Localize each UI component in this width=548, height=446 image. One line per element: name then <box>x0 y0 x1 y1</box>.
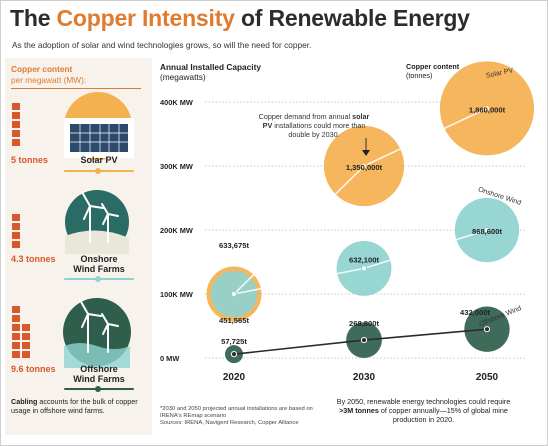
copper-brick <box>12 103 20 110</box>
copper-data-label: 868,600t <box>472 227 502 236</box>
y-tick-label: 100K MW <box>160 290 193 299</box>
chart-heading: Annual Installed Capacity (megawatts) <box>160 62 261 82</box>
copper-brick <box>12 306 20 313</box>
solar-panel-illustration <box>64 92 134 160</box>
copper-brick <box>12 121 20 128</box>
x-tick-label: 2050 <box>476 372 499 383</box>
copper-brick <box>22 324 30 331</box>
projection-footnote: *2030 and 2050 projected annual installa… <box>160 406 313 426</box>
x-tick-label: 2030 <box>353 372 376 383</box>
series-point-0 <box>483 105 491 112</box>
cabling-note: Cabling accounts for the bulk of copper … <box>11 397 138 415</box>
series-point-1 <box>360 265 368 272</box>
offshore-waves <box>64 343 130 368</box>
solar-copper-amount: 5 tonnes <box>11 155 49 165</box>
series-point-0 <box>360 162 368 170</box>
copper-brick <box>22 333 30 340</box>
solar-label: Solar PV <box>80 155 118 165</box>
series-point-2 <box>483 326 491 333</box>
onshore-hill <box>65 230 129 254</box>
copper-brick <box>12 342 20 349</box>
onshore-wind-illustration <box>65 190 129 254</box>
copper-data-label: 432,000t <box>460 308 490 317</box>
copper-data-label: 632,100t <box>349 255 379 264</box>
title-accent: Copper Intensity <box>56 5 235 31</box>
copper-brick <box>12 232 20 239</box>
copper-content-heading: Copper content per megawatt (MW): <box>11 64 87 85</box>
page-subtitle: As the adoption of solar and wind techno… <box>12 40 312 50</box>
copper-data-label: 57,725t <box>221 337 247 346</box>
series-point-1 <box>483 226 491 234</box>
solar-rule-dot <box>95 168 101 174</box>
onshore-copper-amount: 4.3 tonnes <box>11 254 56 264</box>
copper-brick <box>12 315 20 322</box>
offshore-wind-illustration <box>63 298 131 368</box>
page-title: The Copper Intensity of Renewable Energy <box>10 5 470 31</box>
copper-data-label: 633,675t <box>219 241 249 250</box>
copper-data-label: 268,800t <box>349 319 379 328</box>
copper-brick <box>22 342 30 349</box>
y-tick-label: 200K MW <box>160 226 193 235</box>
y-tick-label: 0 MW <box>160 354 179 363</box>
series-point-1 <box>230 290 238 298</box>
copper-brick <box>12 324 20 331</box>
offshore-rule-dot <box>95 386 101 392</box>
offshore-label: Offshore Wind Farms <box>73 364 125 384</box>
copper-data-label: 1,860,000t <box>469 105 506 114</box>
solar-demand-annotation: Copper demand from annual solar PV insta… <box>258 112 370 139</box>
y-tick-label: 300K MW <box>160 162 193 171</box>
copper-brick <box>12 214 20 221</box>
copper-brick <box>12 139 20 146</box>
copper-brick <box>12 351 20 358</box>
offshore-copper-amount: 9.6 tonnes <box>11 364 56 374</box>
heading-divider <box>11 88 141 89</box>
copper-brick <box>12 223 20 230</box>
copper-brick <box>12 333 20 340</box>
copper-brick <box>12 130 20 137</box>
copper-legend-heading: Copper content (tonnes) <box>406 62 460 80</box>
copper-data-label: 451,565t <box>219 316 249 325</box>
copper-brick <box>12 241 20 248</box>
copper-data-label: 1,350,000t <box>346 163 383 172</box>
series-point-2 <box>360 336 368 344</box>
copper-brick <box>12 112 20 119</box>
copper-2050-callout: By 2050, renewable energy technologies c… <box>336 397 511 424</box>
annotation-arrow-head <box>362 150 370 156</box>
onshore-label: Onshore Wind Farms <box>73 254 125 274</box>
copper-brick <box>22 351 30 358</box>
x-tick-label: 2020 <box>223 372 246 383</box>
series-point-2 <box>230 351 238 358</box>
onshore-rule-dot <box>95 276 101 282</box>
y-tick-label: 400K MW <box>160 98 193 107</box>
